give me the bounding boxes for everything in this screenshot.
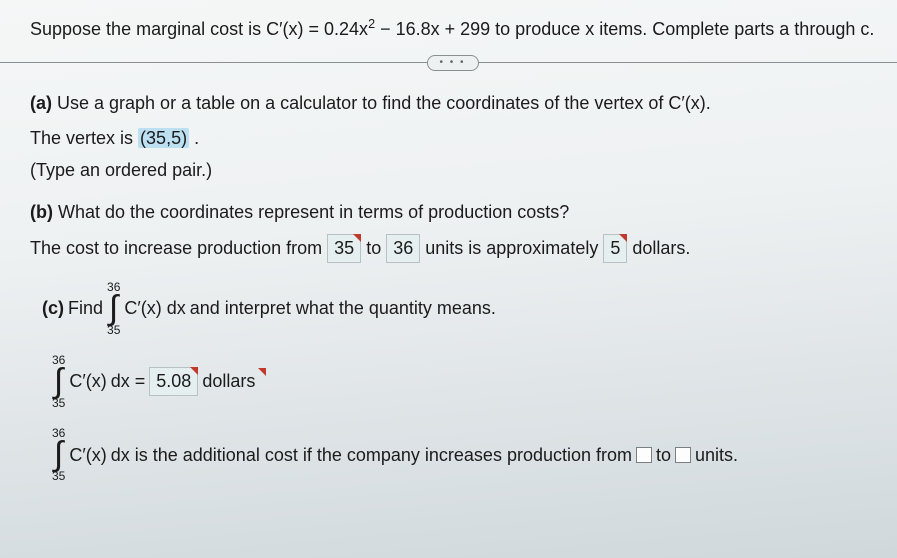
integral-prompt: 36 ∫ 35 [107, 281, 120, 336]
divider: • • • [30, 55, 875, 69]
int-lower-1: 35 [107, 324, 120, 336]
part-a-answer-pre: The vertex is [30, 128, 138, 148]
interp-end: units. [695, 443, 738, 467]
part-c-interpret: 36 ∫ 35 C′(x) dx is the additional cost … [52, 427, 875, 482]
to-value[interactable]: 36 [386, 234, 420, 262]
integral-unit-text: dollars [202, 371, 255, 391]
integral-symbol-icon-3: ∫ [52, 439, 65, 470]
part-a-prompt: (a) Use a graph or a table on a calculat… [30, 91, 875, 115]
part-b-ans-3: units is approximately [425, 238, 603, 258]
part-b-ans-1: The cost to increase production from [30, 238, 327, 258]
part-b-text: What do the coordinates represent in ter… [53, 202, 569, 222]
integrand-1: C′(x) dx [124, 296, 185, 320]
to-input[interactable] [675, 447, 691, 463]
from-value[interactable]: 35 [327, 234, 361, 262]
int-lower-2: 35 [52, 397, 65, 409]
integral-symbol-icon-2: ∫ [52, 366, 65, 397]
part-a-answer: The vertex is (35,5) . [30, 126, 875, 150]
part-a-text: Use a graph or a table on a calculator t… [52, 93, 711, 113]
part-b-label: (b) [30, 202, 53, 222]
vertex-value: (35,5) [138, 128, 189, 148]
integral-unit: dollars [202, 369, 265, 393]
part-a-label: (a) [30, 93, 52, 113]
interp-1: dx is the additional cost if the company… [111, 443, 632, 467]
part-b-ans-2: to [366, 238, 386, 258]
eq-lhs-tail: dx = [111, 369, 146, 393]
interp-to: to [656, 443, 671, 467]
integral-interp: 36 ∫ 35 [52, 427, 65, 482]
intro-post: to produce x items. Complete parts a thr… [490, 19, 874, 39]
part-c-find: Find [68, 296, 103, 320]
part-b-ans-4: dollars. [632, 238, 690, 258]
approx-value[interactable]: 5 [603, 234, 627, 262]
part-c-prompt: (c) Find 36 ∫ 35 C′(x) dx and interpret … [42, 281, 875, 336]
part-c-label: (c) [42, 296, 64, 320]
part-b-prompt: (b) What do the coordinates represent in… [30, 200, 875, 224]
part-a-answer-post: . [189, 128, 199, 148]
expand-pill[interactable]: • • • [426, 55, 478, 71]
integral-symbol-icon: ∫ [107, 293, 120, 324]
part-b-answer: The cost to increase production from 35 … [30, 234, 875, 262]
integrand-2: C′(x) [69, 369, 106, 393]
part-a-hint: (Type an ordered pair.) [30, 158, 875, 182]
intro-pre: Suppose the marginal cost is [30, 19, 266, 39]
integral-value[interactable]: 5.08 [149, 367, 198, 395]
formula-rest: − 16.8x + 299 [375, 19, 490, 39]
integrand-3: C′(x) [69, 443, 106, 467]
integral-eval: 36 ∫ 35 [52, 354, 65, 409]
int-lower-3: 35 [52, 470, 65, 482]
part-c-eval: 36 ∫ 35 C′(x) dx = 5.08 dollars [52, 354, 875, 409]
from-input[interactable] [636, 447, 652, 463]
problem-statement: Suppose the marginal cost is C′(x) = 0.2… [30, 16, 875, 41]
formula-lhs: C′(x) = 0.24x [266, 19, 368, 39]
part-c-tail: and interpret what the quantity means. [190, 296, 496, 320]
